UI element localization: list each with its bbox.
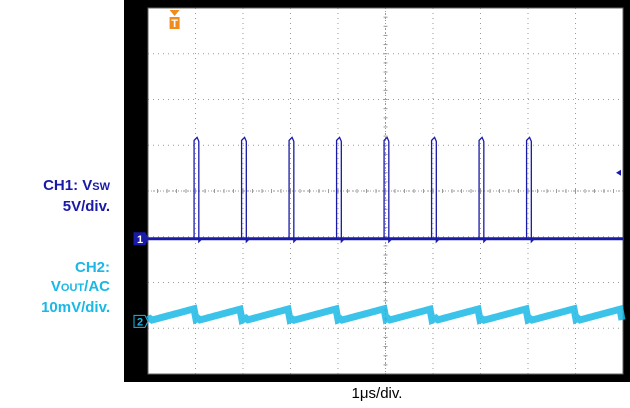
ch2-name-subscript: OUT xyxy=(60,282,85,294)
oscilloscope-screen: T 1 2 xyxy=(133,7,626,375)
x-axis-caption: 1μs/div. xyxy=(351,385,403,402)
ch1-ground-marker-label: 1 xyxy=(137,234,143,246)
oscilloscope-frame: T 1 2 xyxy=(124,0,630,382)
ch2-ground-marker-label: 2 xyxy=(137,316,143,328)
ch2-label: CH2: VOUT/AC 10mV/div. xyxy=(0,258,110,317)
trigger-position-marker xyxy=(169,10,180,16)
plot-border xyxy=(147,7,624,375)
ch1-name-subscript: SW xyxy=(92,181,110,193)
ch1-label: CH1: VSW 5V/div. xyxy=(0,176,110,216)
trigger-marker-label: T xyxy=(171,18,178,30)
ch2-trace xyxy=(146,304,626,326)
ch2-scale: 10mV/div. xyxy=(41,299,110,316)
ch1-name-prefix: CH1: V xyxy=(43,177,93,194)
ch1-scale: 5V/div. xyxy=(62,198,110,215)
ch2-ground-marker-flag xyxy=(133,314,149,328)
ch1-ground-marker-flag xyxy=(133,232,149,246)
ch2-name-prefix: V xyxy=(50,278,61,295)
trigger-level-marker xyxy=(616,169,621,176)
ch2-name-suffix: /AC xyxy=(84,278,110,295)
trigger-marker-box xyxy=(169,17,180,29)
ch2-name-line1: CH2: xyxy=(74,259,110,276)
